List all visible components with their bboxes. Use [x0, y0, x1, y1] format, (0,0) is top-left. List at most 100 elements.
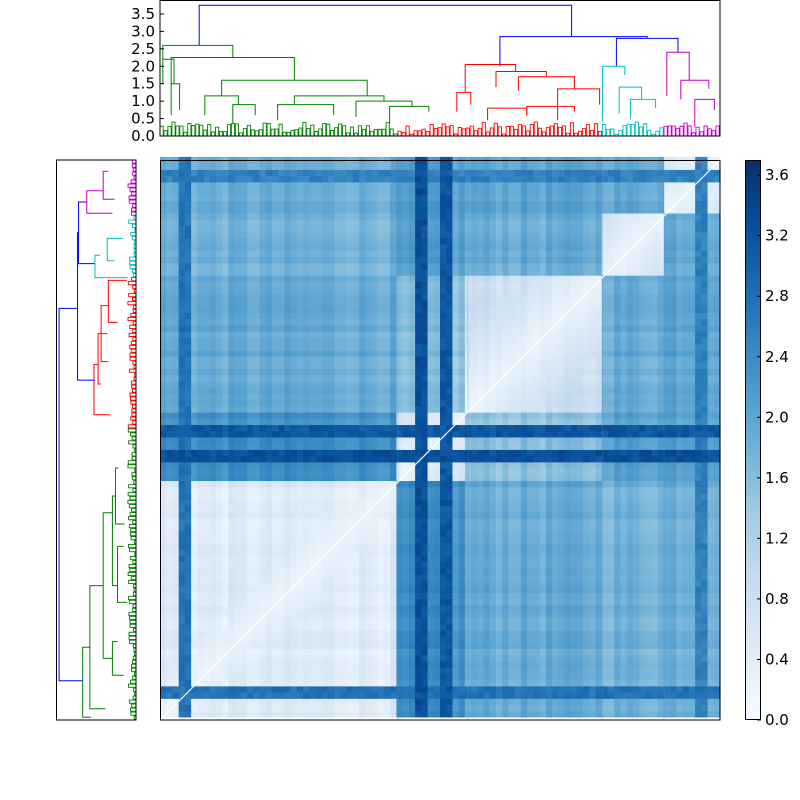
heatmap-cell — [676, 542, 684, 550]
heatmap-cell — [601, 511, 609, 519]
heatmap-cell — [278, 492, 286, 500]
heatmap-cell — [352, 412, 360, 419]
heatmap-cell — [552, 573, 559, 581]
heatmap-cell — [471, 567, 478, 575]
heatmap-cell — [458, 536, 466, 544]
heatmap-cell — [496, 536, 503, 544]
heatmap-cell — [564, 654, 572, 662]
heatmap-cell — [415, 412, 422, 419]
heatmap-cell — [296, 704, 304, 712]
heatmap-cell — [601, 692, 609, 699]
heatmap-cell — [346, 486, 354, 494]
heatmap-cell — [489, 418, 497, 426]
heatmap-cell — [184, 654, 192, 662]
heatmap-cell — [502, 480, 510, 488]
heatmap-cell — [489, 660, 497, 668]
heatmap-cell — [371, 598, 379, 606]
heatmap-cell — [533, 449, 541, 457]
heatmap-cell — [328, 704, 335, 712]
heatmap-cell — [321, 586, 329, 594]
heatmap-cell — [458, 685, 466, 693]
top-dendrogram-leaf-link — [647, 130, 652, 136]
heatmap-cell — [701, 505, 709, 513]
heatmap-cell — [377, 449, 385, 457]
heatmap-cell — [203, 418, 211, 426]
heatmap-cell — [427, 555, 435, 562]
heatmap-cell — [421, 548, 429, 556]
heatmap-cell — [664, 704, 671, 712]
heatmap-cell — [421, 555, 429, 562]
heatmap-cell — [290, 461, 298, 469]
heatmap-cell — [576, 536, 584, 544]
heatmap-cell — [253, 511, 261, 519]
heatmap-cell — [657, 704, 665, 712]
heatmap-cell — [209, 692, 217, 699]
heatmap-cell — [695, 561, 702, 569]
heatmap-cell — [272, 592, 279, 600]
heatmap-cell — [496, 592, 503, 600]
heatmap-cell — [657, 480, 665, 488]
heatmap-cell — [589, 474, 597, 482]
heatmap-cell — [477, 455, 485, 463]
heatmap-cell — [520, 461, 528, 469]
heatmap-cell — [427, 461, 435, 469]
heatmap-cell — [570, 430, 578, 438]
top-dendrogram-leaf-link — [393, 133, 398, 136]
heatmap-cell — [583, 586, 590, 594]
heatmap-cell — [328, 511, 335, 519]
heatmap-cell — [489, 436, 497, 444]
heatmap-cell — [396, 648, 404, 656]
heatmap-cell — [589, 468, 597, 475]
heatmap-cell — [589, 517, 597, 525]
heatmap-cell — [384, 511, 391, 519]
heatmap-cell — [359, 399, 366, 407]
heatmap-cell — [259, 517, 267, 525]
heatmap-cell — [514, 685, 522, 693]
left-dendrogram-leaf-link — [128, 611, 136, 616]
heatmap-cell — [620, 592, 628, 600]
heatmap-cell — [216, 642, 223, 650]
heatmap-cell — [452, 698, 460, 706]
heatmap-cell — [583, 692, 590, 699]
heatmap-cell — [595, 405, 603, 413]
heatmap-cell — [558, 648, 566, 656]
heatmap-cell — [315, 604, 323, 612]
heatmap-cell — [191, 654, 198, 662]
heatmap-cell — [160, 542, 167, 550]
heatmap-cell — [209, 580, 217, 587]
top-dendrogram-leaf-link — [226, 124, 232, 136]
heatmap-cell — [222, 480, 230, 488]
heatmap-cell — [222, 499, 230, 506]
heatmap-cell — [197, 667, 205, 674]
left-dendrogram-leaf-link — [129, 368, 136, 373]
heatmap-cell — [533, 530, 541, 538]
heatmap-cell — [508, 598, 516, 606]
top-dendrogram-leaf-link — [246, 124, 251, 136]
heatmap-cell — [496, 505, 503, 513]
top-dendrogram-leaf-link — [342, 125, 347, 136]
heatmap-cell — [545, 530, 553, 538]
heatmap-cell — [284, 480, 292, 488]
heatmap-cell — [334, 573, 342, 581]
heatmap-cell — [688, 517, 696, 525]
heatmap-cell — [533, 692, 541, 699]
heatmap-cell — [259, 461, 267, 469]
heatmap-cell — [390, 673, 398, 681]
heatmap-cell — [178, 636, 186, 643]
heatmap-cell — [172, 449, 180, 457]
heatmap-cell — [340, 548, 348, 556]
heatmap-cell — [452, 511, 460, 519]
heatmap-cell — [315, 642, 323, 650]
heatmap-cell — [216, 405, 223, 413]
heatmap-cell — [608, 492, 615, 500]
heatmap-cell — [396, 486, 404, 494]
heatmap-cell — [608, 660, 615, 668]
heatmap-cell — [396, 511, 404, 519]
heatmap-cell — [651, 555, 659, 562]
heatmap-cell — [178, 642, 186, 650]
heatmap-cell — [626, 648, 634, 656]
heatmap-cell — [402, 505, 410, 513]
heatmap-cell — [334, 548, 342, 556]
heatmap-cell — [651, 623, 659, 631]
heatmap-cell — [682, 660, 690, 668]
